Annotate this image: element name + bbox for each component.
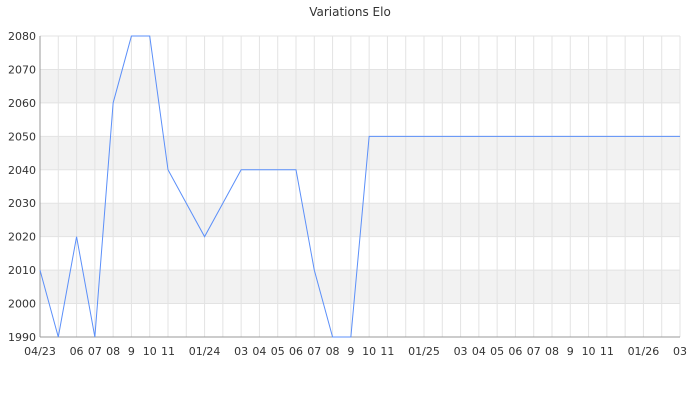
y-tick-label: 2030 [8, 197, 36, 210]
x-tick-label: 05 [490, 345, 504, 358]
x-tick-label: 01/26 [628, 345, 660, 358]
chart-title: Variations Elo [309, 5, 391, 19]
x-tick-label: 07 [527, 345, 541, 358]
x-tick-label: 9 [347, 345, 354, 358]
x-tick-label: 06 [508, 345, 522, 358]
y-tick-label: 2060 [8, 97, 36, 110]
x-tick-label: 04 [472, 345, 486, 358]
x-tick-label: 07 [88, 345, 102, 358]
x-tick-label: 08 [545, 345, 559, 358]
x-tick-label: 05 [271, 345, 285, 358]
x-tick-label: 06 [70, 345, 84, 358]
x-tick-label: 11 [600, 345, 614, 358]
x-tick-label: 9 [567, 345, 574, 358]
x-tick-label: 9 [128, 345, 135, 358]
x-tick-label: 04/23 [24, 345, 56, 358]
x-tick-label: 08 [106, 345, 120, 358]
x-tick-label: 03 [234, 345, 248, 358]
grid-band [40, 270, 680, 303]
x-tick-label: 07 [307, 345, 321, 358]
y-tick-label: 2070 [8, 63, 36, 76]
x-tick-label: 01/25 [408, 345, 440, 358]
x-tick-label: 10 [582, 345, 596, 358]
y-tick-label: 2050 [8, 130, 36, 143]
y-tick-label: 2020 [8, 231, 36, 244]
x-tick-label: 03 [673, 345, 687, 358]
x-tick-label: 06 [289, 345, 303, 358]
x-tick-label: 04 [252, 345, 266, 358]
y-tick-label: 2080 [8, 30, 36, 43]
y-tick-label: 2000 [8, 298, 36, 311]
grid-band [40, 69, 680, 102]
x-tick-label: 11 [380, 345, 394, 358]
grid-band [40, 136, 680, 169]
x-tick-label: 03 [454, 345, 468, 358]
x-tick-label: 01/24 [189, 345, 221, 358]
y-tick-label: 2040 [8, 164, 36, 177]
x-tick-label: 08 [326, 345, 340, 358]
x-tick-label: 10 [143, 345, 157, 358]
y-tick-label: 1990 [8, 331, 36, 344]
y-tick-label: 2010 [8, 264, 36, 277]
x-tick-label: 11 [161, 345, 175, 358]
x-tick-label: 10 [362, 345, 376, 358]
